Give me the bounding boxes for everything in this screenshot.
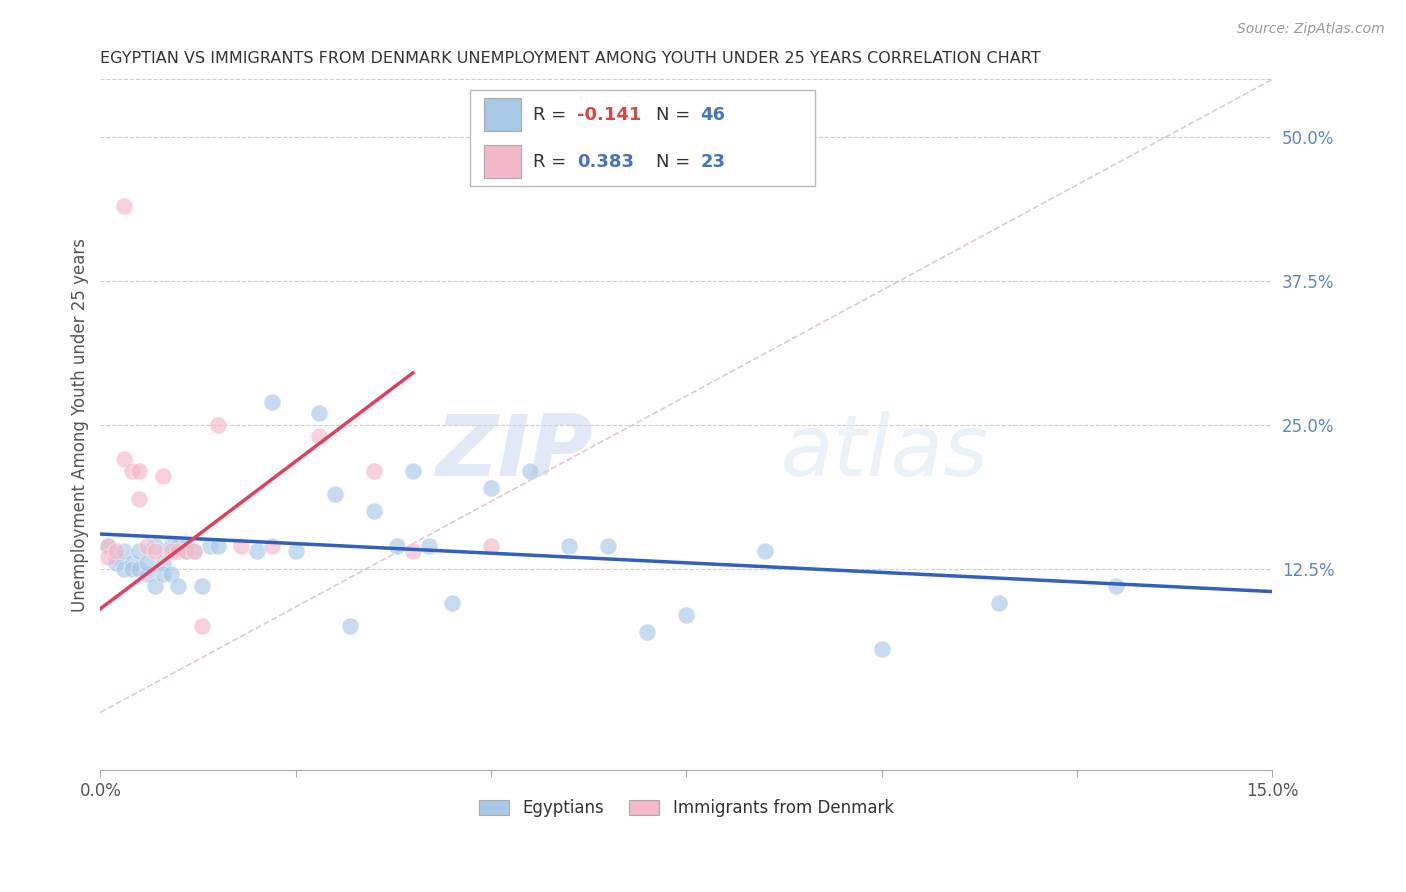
Point xyxy=(121,561,143,575)
Point xyxy=(104,556,127,570)
Point xyxy=(152,556,174,570)
Text: R =: R = xyxy=(533,105,572,124)
Point xyxy=(176,539,198,553)
Point xyxy=(97,539,120,553)
Point xyxy=(167,544,190,558)
Point xyxy=(152,469,174,483)
Point xyxy=(636,624,658,639)
Point xyxy=(308,429,330,443)
Text: 46: 46 xyxy=(700,105,725,124)
Point xyxy=(519,464,541,478)
Point xyxy=(479,481,502,495)
Y-axis label: Unemployment Among Youth under 25 years: Unemployment Among Youth under 25 years xyxy=(72,237,89,612)
Point xyxy=(176,544,198,558)
FancyBboxPatch shape xyxy=(470,90,815,186)
Point xyxy=(402,464,425,478)
Point xyxy=(987,596,1010,610)
Point xyxy=(128,464,150,478)
Point xyxy=(229,539,252,553)
Point xyxy=(598,539,620,553)
Point xyxy=(198,539,221,553)
Point xyxy=(176,544,198,558)
Point xyxy=(363,464,385,478)
Text: ZIP: ZIP xyxy=(434,411,592,494)
Point xyxy=(121,556,143,570)
Point xyxy=(112,452,135,467)
Point xyxy=(207,539,229,553)
Point xyxy=(558,539,581,553)
Point xyxy=(136,556,159,570)
Text: -0.141: -0.141 xyxy=(578,105,641,124)
Point xyxy=(167,539,190,553)
Point xyxy=(262,394,284,409)
Point xyxy=(128,544,150,558)
Point xyxy=(143,544,166,558)
Bar xyxy=(484,98,522,131)
Point xyxy=(479,539,502,553)
Point xyxy=(136,539,159,553)
Text: Source: ZipAtlas.com: Source: ZipAtlas.com xyxy=(1237,22,1385,37)
Point xyxy=(159,567,181,582)
Point xyxy=(167,579,190,593)
Point xyxy=(128,561,150,575)
Text: N =: N = xyxy=(657,153,696,170)
Bar xyxy=(484,145,522,178)
Point xyxy=(754,544,776,558)
Point xyxy=(1105,579,1128,593)
Point xyxy=(112,544,135,558)
Text: atlas: atlas xyxy=(780,411,988,494)
Text: N =: N = xyxy=(657,105,696,124)
Text: 0.383: 0.383 xyxy=(578,153,634,170)
Point xyxy=(104,549,127,564)
Point xyxy=(121,464,143,478)
Point xyxy=(191,619,214,633)
Point xyxy=(870,642,893,657)
Point xyxy=(97,539,120,553)
Point xyxy=(339,619,361,633)
Legend: Egyptians, Immigrants from Denmark: Egyptians, Immigrants from Denmark xyxy=(472,792,900,824)
Point xyxy=(440,596,463,610)
Point xyxy=(284,544,307,558)
Point xyxy=(112,561,135,575)
Point xyxy=(112,199,135,213)
Point xyxy=(136,567,159,582)
Point xyxy=(143,579,166,593)
Point xyxy=(191,579,214,593)
Text: R =: R = xyxy=(533,153,572,170)
Point xyxy=(262,539,284,553)
Point xyxy=(323,487,346,501)
Point xyxy=(97,549,120,564)
Point xyxy=(363,504,385,518)
Point xyxy=(128,492,150,507)
Point xyxy=(675,607,697,622)
Point xyxy=(308,406,330,420)
Point xyxy=(387,539,409,553)
Point xyxy=(159,539,181,553)
Point xyxy=(183,544,205,558)
Point xyxy=(104,544,127,558)
Point xyxy=(246,544,269,558)
Point xyxy=(207,417,229,432)
Point xyxy=(418,539,440,553)
Point xyxy=(402,544,425,558)
Point xyxy=(183,544,205,558)
Point xyxy=(143,539,166,553)
Text: EGYPTIAN VS IMMIGRANTS FROM DENMARK UNEMPLOYMENT AMONG YOUTH UNDER 25 YEARS CORR: EGYPTIAN VS IMMIGRANTS FROM DENMARK UNEM… xyxy=(100,51,1040,66)
Point xyxy=(152,567,174,582)
Point xyxy=(159,544,181,558)
Text: 23: 23 xyxy=(700,153,725,170)
